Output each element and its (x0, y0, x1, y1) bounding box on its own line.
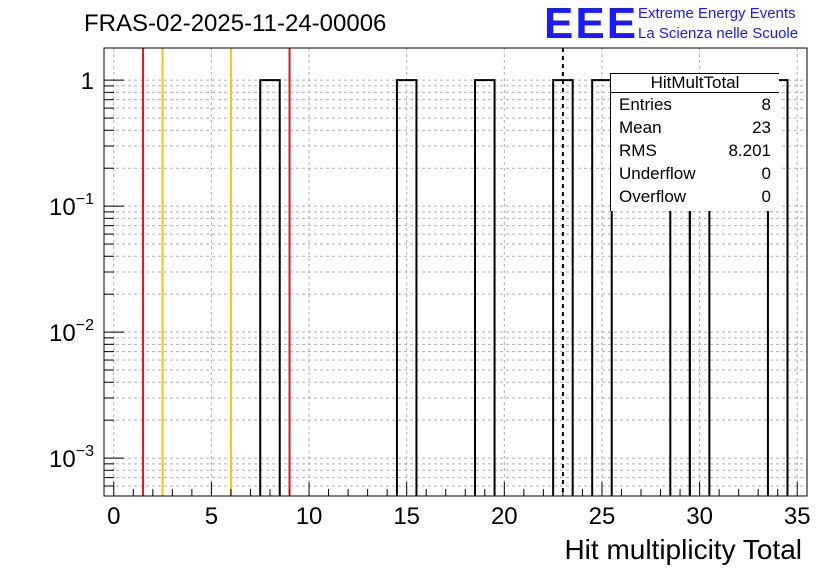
stats-box: HitMultTotal Entries 8 Mean 23 RMS 8.201… (610, 73, 779, 211)
y-tick-labels: 10−310−210−11 (49, 68, 94, 473)
stats-title: HitMultTotal (611, 74, 779, 93)
stats-value: 8 (761, 95, 771, 114)
histogram-bin (552, 79, 574, 496)
y-tick-base: 10 (49, 194, 76, 221)
x-axis-label: Hit multiplicity Total (564, 534, 802, 565)
x-tick-label: 5 (205, 503, 218, 530)
x-tick-label: 15 (393, 503, 420, 530)
stats-value: 23 (752, 118, 771, 137)
histogram-bin (591, 79, 613, 496)
y-tick-exponent: −3 (76, 443, 94, 460)
y-tick-exponent: −2 (76, 317, 94, 334)
stats-key: Mean (619, 118, 662, 137)
y-tick-base: 10 (49, 320, 76, 347)
stats-key: RMS (619, 141, 657, 160)
y-tick-exponent: −1 (76, 191, 94, 208)
x-tick-label: 30 (686, 503, 713, 530)
histogram-bin (259, 79, 281, 496)
stats-key: Overflow (619, 187, 687, 206)
x-tick-label: 25 (589, 503, 616, 530)
logo-tagline-2: La Scienza nelle Scuole (638, 25, 799, 42)
y-tick-label: 10−3 (49, 443, 94, 473)
x-tick-label: 10 (296, 503, 323, 530)
logo-tagline-1: Extreme Energy Events (638, 5, 796, 22)
x-tick-label: 0 (107, 503, 120, 530)
y-tick-label: 10−1 (49, 191, 94, 221)
stats-value: 0 (761, 187, 771, 206)
stats-value: 8.201 (728, 141, 771, 160)
eee-logo: EEE (544, 0, 639, 48)
x-tick-label: 35 (784, 503, 811, 530)
x-tick-labels: 0 5 10 15 20 25 30 35 (107, 503, 811, 530)
y-tick-label: 1 (81, 68, 94, 95)
y-tick-base: 10 (49, 446, 76, 473)
stats-key: Underflow (619, 164, 696, 183)
y-tick-label: 10−2 (49, 317, 94, 347)
reference-lines (142, 48, 564, 496)
x-tick-label: 20 (491, 503, 518, 530)
stats-key: Entries (619, 95, 672, 114)
axis-ticks (104, 79, 798, 497)
histogram-bin (474, 79, 496, 496)
run-title: FRAS-02-2025-11-24-00006 (84, 10, 387, 37)
stats-value: 0 (761, 164, 771, 183)
histogram-bin (395, 79, 418, 496)
